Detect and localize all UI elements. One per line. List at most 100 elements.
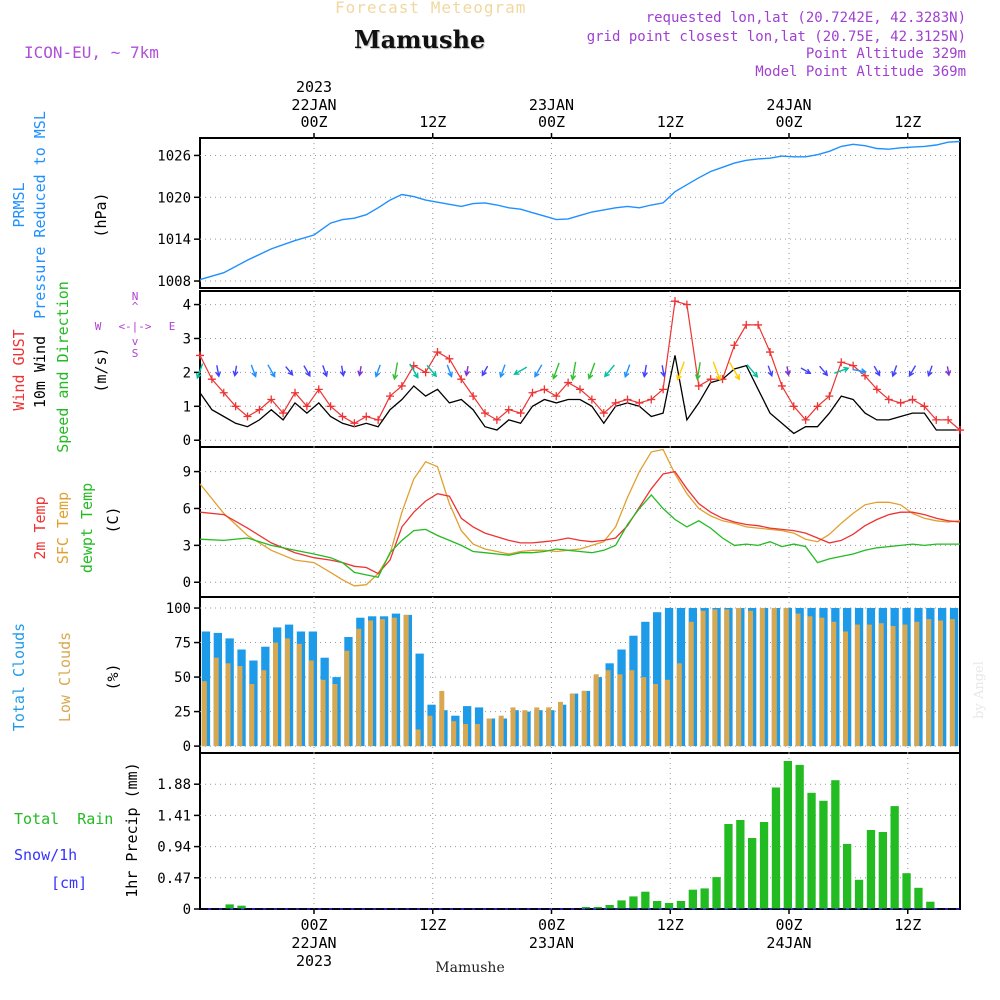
wind-arrow-2: [232, 365, 239, 378]
ytick-label-precip-3: 1.41: [157, 808, 191, 824]
gust-marker-15: [374, 415, 383, 424]
location-title: Mamushe: [354, 25, 486, 54]
total-clouds-label: Total Clouds: [10, 623, 28, 731]
low-cloud-bar-14: [368, 620, 373, 747]
bottom-tick-label-5: 12Z: [894, 916, 921, 934]
gust-marker-31: [564, 378, 573, 387]
low-cloud-bar-47: [759, 608, 765, 747]
compass-w: W: [95, 320, 102, 333]
wind-arrow-14: [446, 364, 453, 378]
wind-arrow-3: [250, 364, 257, 378]
pressure-label: Pressure Reduced to MSL: [31, 111, 49, 319]
pressure-unit: (hPa): [92, 192, 110, 237]
wind-arrow-24: [623, 364, 631, 379]
gust-marker-41: [682, 300, 691, 309]
low-cloud-bar-19: [427, 715, 433, 747]
ytick-label-clouds-0: 0: [183, 739, 191, 755]
gust-marker-4: [243, 412, 252, 421]
rain-bar-32: [581, 907, 591, 909]
dewpt-line: [199, 494, 960, 579]
top-tick-label-1: 12Z: [419, 113, 446, 131]
gust-marker-46: [742, 320, 751, 329]
low-cloud-bar-56: [866, 624, 872, 747]
wind-label: 10m Wind: [31, 336, 49, 408]
low-cloud-bar-59: [902, 624, 908, 747]
gust-marker-28: [528, 388, 537, 397]
low-cloud-bar-26: [510, 707, 516, 747]
rain-bar-40: [676, 901, 686, 909]
rain-bar-36: [629, 896, 638, 909]
low-cloud-bar-9: [308, 660, 314, 747]
gust-marker-34: [599, 409, 608, 418]
compass-top: ^: [132, 300, 139, 313]
compass-s: S: [132, 347, 139, 360]
rain-bar-55: [854, 879, 864, 909]
rain-bar-45: [736, 820, 745, 909]
temp2m-label: 2m Temp: [31, 496, 49, 559]
rain-bar-46: [748, 838, 757, 909]
ytick-label-clouds-2: 50: [174, 670, 191, 686]
wind-arrow-38: [873, 365, 881, 377]
top-tick-label-5: 12Z: [894, 113, 921, 131]
axis-ticks: 00Z 12Z 00Z 12Z 00Z 12Z 22JAN 23JAN 24JAN 2023 00Z…: [157, 78, 921, 970]
low-cloud-bar-57: [878, 623, 884, 747]
low-cloud-bar-38: [653, 684, 658, 747]
low-cloud-bar-46: [748, 610, 753, 747]
gust-marker-23: [469, 392, 478, 401]
wind-arrow-10: [374, 364, 381, 378]
low-cloud-bar-51: [807, 616, 813, 747]
low-cloud-bar-17: [403, 614, 409, 747]
top-date-0: 22JAN: [291, 96, 336, 114]
low-cloud-bar-8: [296, 643, 302, 747]
rain-bar-49: [783, 761, 792, 909]
compass-bottom: v: [132, 335, 139, 348]
sfc-temp-line: [199, 448, 961, 587]
low-cloud-bar-6: [273, 642, 278, 747]
wind-arrow-35: [819, 365, 829, 377]
bottom-tick-label-1: 12Z: [419, 916, 446, 934]
gust-marker-35: [611, 398, 620, 407]
rain-bar-61: [926, 901, 935, 909]
ytick-label-wind-2: 2: [183, 365, 191, 381]
low-cloud-bar-42: [700, 610, 706, 747]
gust-marker-8: [291, 388, 299, 397]
low-cloud-bar-39: [664, 679, 670, 747]
ytick-label-wind-4: 4: [183, 298, 191, 314]
low-cloud-bar-37: [641, 677, 647, 747]
gust-marker-10: [314, 385, 323, 394]
ytick-label-precip-0: 0: [183, 902, 191, 918]
wind-unit: (m/s): [92, 347, 110, 392]
rain-bar-39: [664, 903, 674, 909]
low-cloud-bar-60: [914, 621, 920, 746]
rain-bar-53: [831, 780, 840, 909]
low-cloud-bar-28: [534, 707, 540, 747]
low-cloud-bar-27: [522, 710, 528, 747]
gust-marker-45: [730, 341, 739, 350]
ytick-label-clouds-1: 25: [174, 705, 191, 721]
low-cloud-bar-22: [463, 724, 468, 747]
wind-arrow-16: [481, 365, 489, 377]
low-cloud-bar-35: [617, 674, 623, 747]
low-cloud-bar-24: [486, 718, 492, 747]
low-cloud-bar-36: [629, 670, 635, 747]
rain-bar-3: [237, 905, 246, 909]
top-tick-label-3: 12Z: [657, 113, 684, 131]
low-cloud-bar-48: [771, 608, 777, 747]
wind-arrow-11: [392, 362, 399, 381]
gust-marker-39: [659, 385, 668, 394]
gust-marker-59: [896, 398, 905, 407]
gust-marker-48: [766, 348, 774, 357]
x-axis-title: Mamushe: [435, 960, 504, 976]
low-cloud-bar-31: [569, 693, 575, 747]
top-tick-label-2: 00Z: [538, 113, 565, 131]
rain-bar-51: [807, 792, 816, 909]
gust-marker-56: [861, 371, 869, 380]
low-cloud-bar-1: [213, 657, 219, 747]
gust-marker-26: [504, 405, 513, 414]
gust-marker-14: [362, 412, 371, 421]
compass-e: E: [169, 320, 176, 333]
gust-marker-54: [837, 358, 846, 367]
gust-marker-42: [694, 381, 703, 390]
bottom-tick-label-2: 00Z: [538, 916, 565, 934]
ytick-label-pressure-0: 1008: [157, 274, 191, 290]
